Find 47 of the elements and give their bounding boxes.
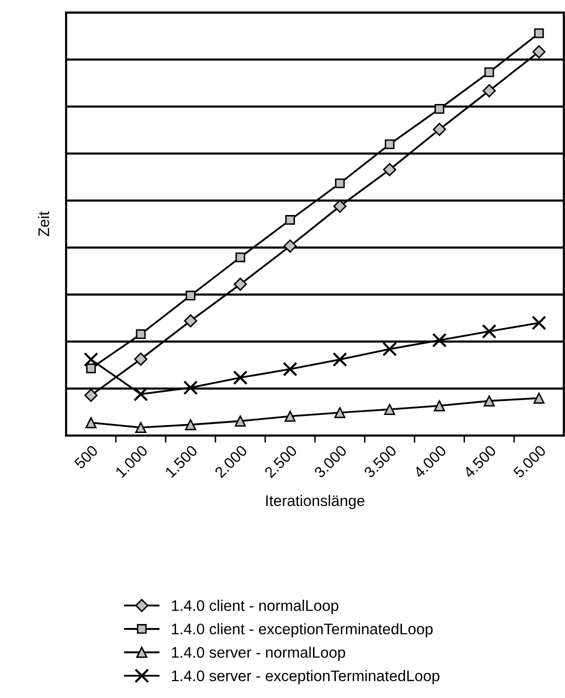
point <box>534 28 544 38</box>
point <box>133 386 148 402</box>
y-axis-title: Zeit <box>38 211 50 236</box>
point <box>285 215 295 225</box>
point <box>482 324 496 339</box>
point <box>532 45 546 58</box>
x-tick-label: 500 <box>74 444 99 470</box>
point <box>334 407 346 418</box>
point <box>484 395 495 407</box>
point <box>186 290 196 300</box>
point <box>335 178 345 188</box>
point <box>384 139 395 150</box>
point <box>184 314 198 328</box>
legend-label: 1.4.0 server - exceptionTerminatedLoop <box>172 670 440 684</box>
point <box>134 352 148 366</box>
point <box>432 332 447 348</box>
point <box>234 416 246 427</box>
x-axis-title: Iterationslänge <box>266 494 364 510</box>
point <box>183 380 198 395</box>
point <box>284 239 297 253</box>
point <box>332 352 348 367</box>
point <box>533 392 545 404</box>
point <box>532 316 546 330</box>
point <box>484 67 494 78</box>
point <box>86 364 96 374</box>
point <box>434 104 444 114</box>
point <box>382 342 397 356</box>
point <box>434 400 445 412</box>
legend-label: 1.4.0 server - normalLoop <box>172 646 346 661</box>
point <box>235 252 246 262</box>
point <box>136 329 146 340</box>
point <box>383 163 396 176</box>
point <box>432 122 446 136</box>
point <box>333 200 346 213</box>
point <box>184 419 196 430</box>
point <box>234 278 247 291</box>
point <box>284 410 296 422</box>
point <box>84 352 98 367</box>
point <box>135 422 146 434</box>
legend-label: 1.4.0 client - exceptionTerminatedLoop <box>172 623 433 638</box>
point <box>282 362 298 376</box>
point <box>482 84 496 98</box>
point <box>84 388 98 402</box>
point <box>233 370 248 385</box>
point <box>384 404 396 415</box>
point <box>85 417 97 428</box>
legend-label: 1.4.0 client - normalLoop <box>172 600 338 614</box>
